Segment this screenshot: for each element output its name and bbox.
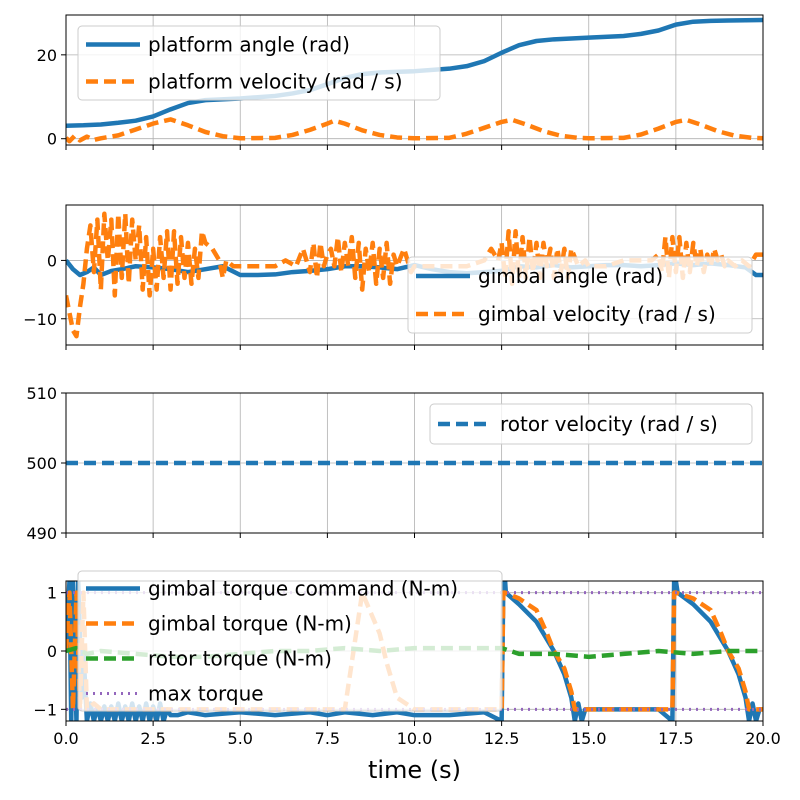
x-tick-label: 2.5 xyxy=(140,729,165,748)
y-tick-label: 510 xyxy=(26,384,57,403)
y-tick-label: 20 xyxy=(37,46,57,65)
x-tick-label: 20.0 xyxy=(745,729,781,748)
legend-label: rotor velocity (rad / s) xyxy=(500,412,718,436)
x-axis-label: time (s) xyxy=(368,756,461,784)
legend: rotor velocity (rad / s) xyxy=(429,403,753,445)
x-tick-label: 17.5 xyxy=(658,729,694,748)
y-tick-label: 0 xyxy=(47,251,57,270)
legend-label: platform angle (rad) xyxy=(148,33,350,57)
x-tick-label: 10.0 xyxy=(397,729,433,748)
legend-label: platform velocity (rad / s) xyxy=(148,70,403,94)
series-line-2 xyxy=(66,211,763,339)
legend-box xyxy=(429,403,753,445)
panel-4: 0.0 2.5 5.0 7.5 10.0 12.5 15.0 17.5 20.0 1 0 −1 time… xyxy=(33,570,781,784)
legend-label: max torque xyxy=(148,682,264,706)
x-tick-label: 12.5 xyxy=(484,729,520,748)
y-tick-label: 500 xyxy=(26,454,57,473)
legend-label: gimbal torque (N-m) xyxy=(148,612,352,636)
x-tick-label: 7.5 xyxy=(315,729,340,748)
y-tick-label: −1 xyxy=(33,700,57,719)
panel-3: 510 500 490 rotor velocity (rad / s) xyxy=(26,384,764,543)
panel-1: 0 20 platform angle (rad) platform velocity… xyxy=(37,14,764,150)
x-tick-label: 5.0 xyxy=(228,729,253,748)
series-line-2 xyxy=(66,117,763,144)
legend: platform angle (rad) platform velocity (r… xyxy=(77,25,441,101)
legend-box xyxy=(77,570,503,712)
x-tick-label: 0.0 xyxy=(53,729,78,748)
y-tick-label: 0 xyxy=(47,642,57,661)
legend-label: gimbal angle (rad) xyxy=(478,264,663,288)
y-tick-label: 0 xyxy=(47,130,57,149)
y-tick-label: 1 xyxy=(47,584,57,603)
y-tick-label: 490 xyxy=(26,524,57,543)
legend-label: rotor torque (N-m) xyxy=(148,647,332,671)
legend-label: gimbal torque command (N-m) xyxy=(148,577,458,601)
panel-2: 0 −10 gimbal angle (rad) gimbal velocity (r… xyxy=(23,204,764,350)
legend-label: gimbal velocity (rad / s) xyxy=(478,302,716,326)
legend-box xyxy=(77,25,441,101)
x-tick-label: 15.0 xyxy=(571,729,607,748)
y-tick-label: −10 xyxy=(23,310,57,329)
legend: gimbal angle (rad) gimbal velocity (rad /… xyxy=(407,256,753,334)
legend-box xyxy=(407,256,753,334)
legend: gimbal torque command (N-m) gimbal torque… xyxy=(77,570,503,712)
